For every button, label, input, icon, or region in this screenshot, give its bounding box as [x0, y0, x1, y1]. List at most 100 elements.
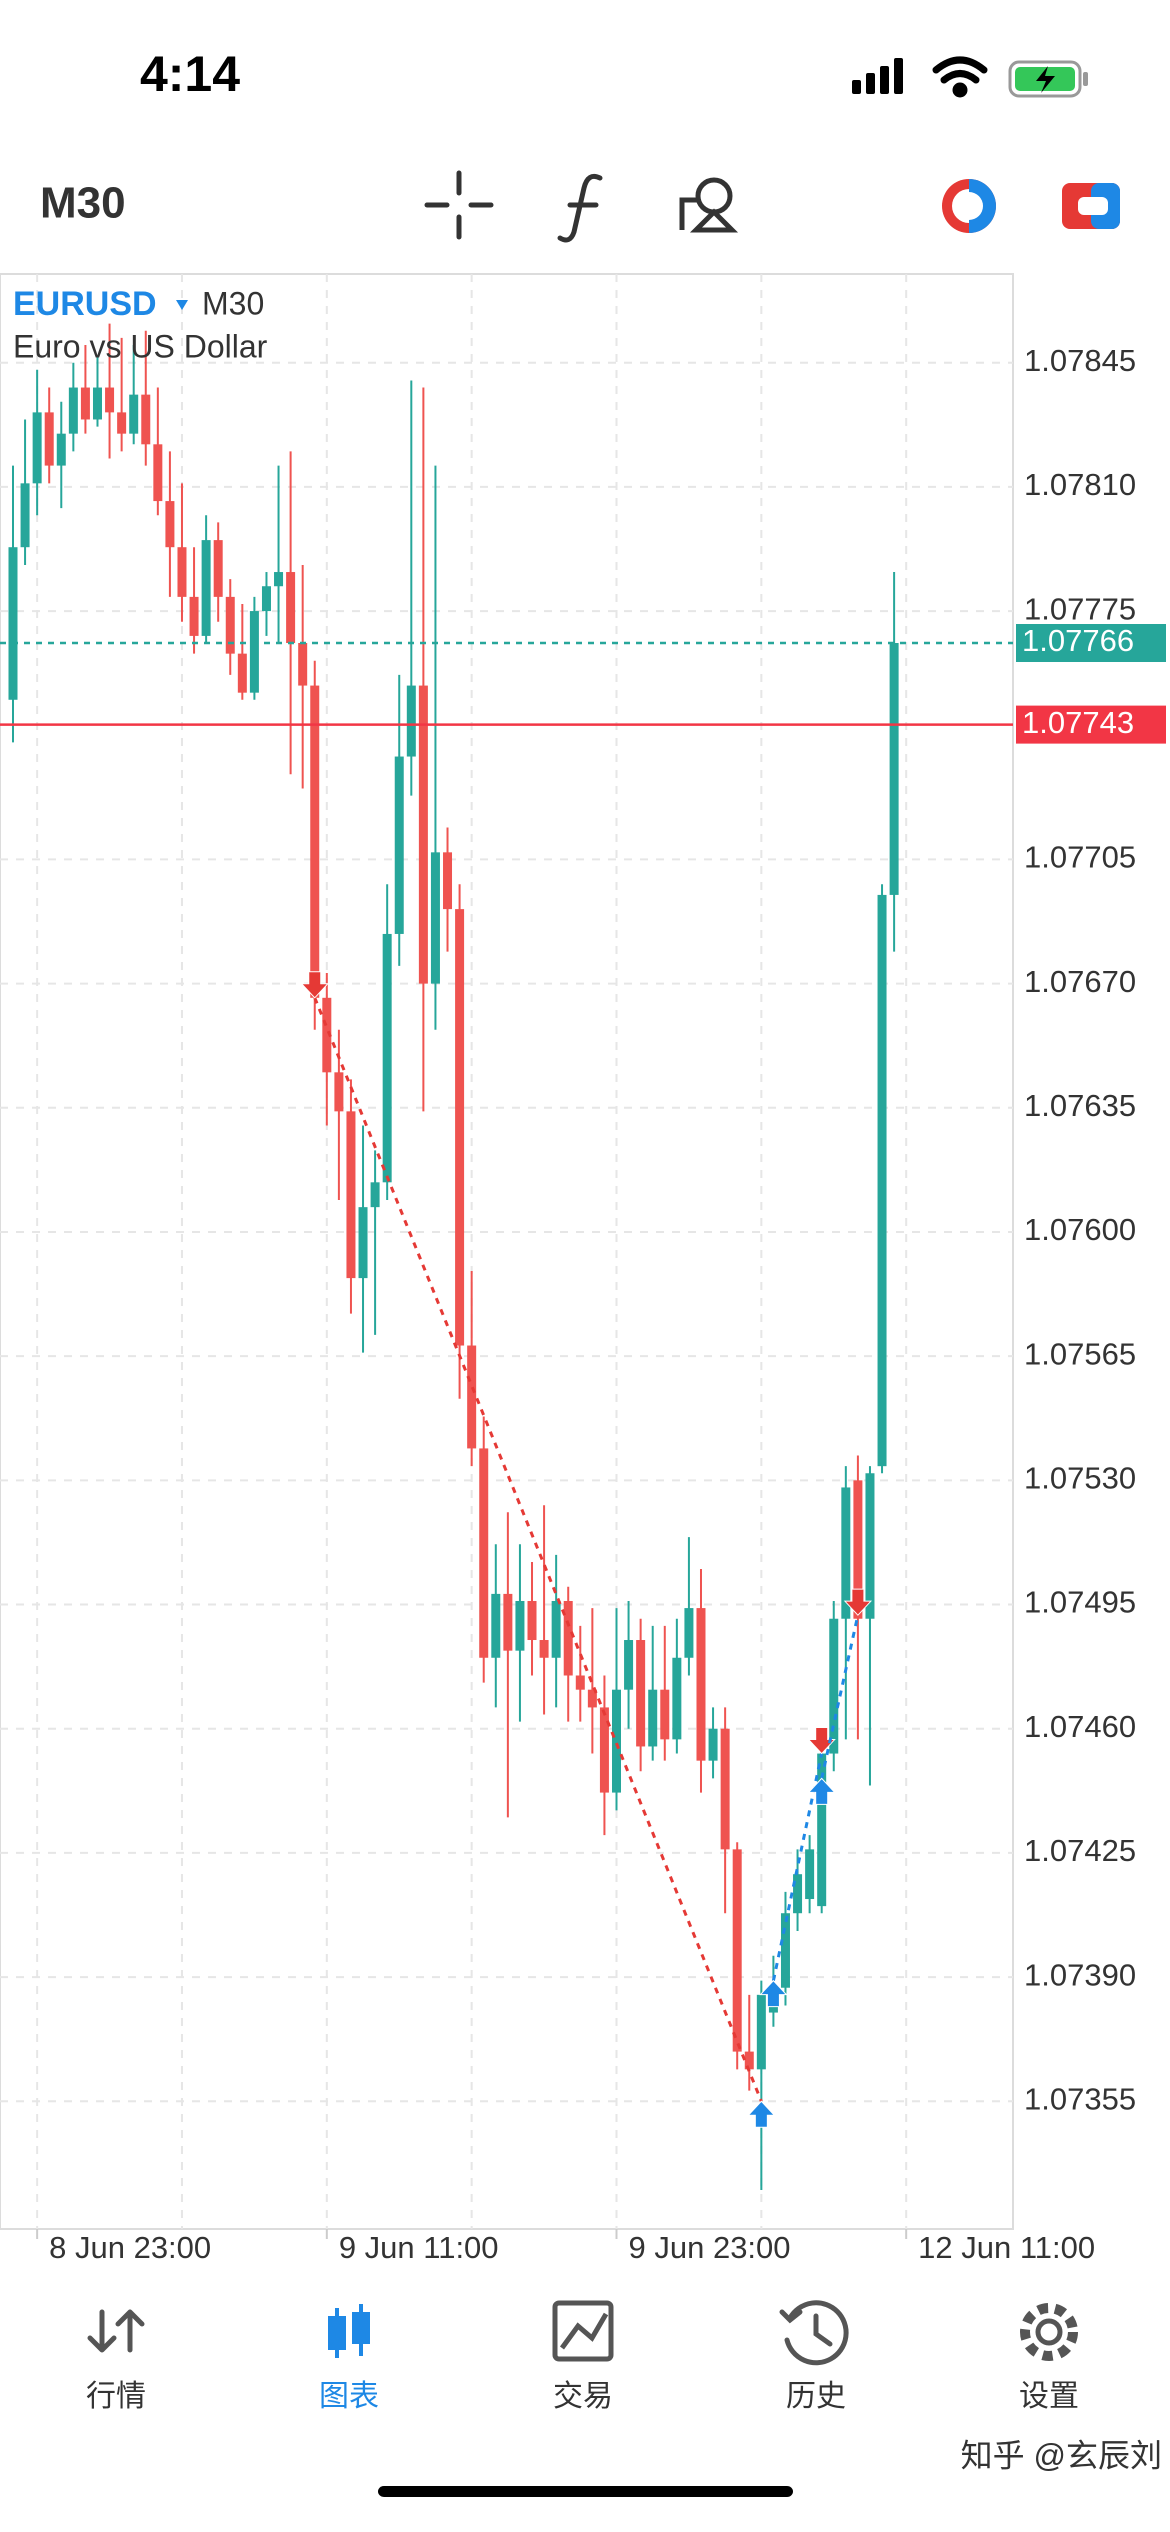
candle-body	[587, 1689, 597, 1708]
trade-arrow	[807, 1777, 836, 1805]
candle-body	[491, 1593, 501, 1658]
candle-body	[80, 387, 90, 420]
status-time: 4:14	[140, 46, 240, 102]
tab-label[interactable]: 图表	[319, 2380, 379, 2413]
tab-label[interactable]: 历史	[786, 2380, 846, 2413]
candle-body	[213, 540, 223, 597]
candle-body	[334, 1072, 344, 1112]
candle-body	[563, 1600, 573, 1676]
settings-icon[interactable]	[1020, 2303, 1078, 2361]
battery-icon	[1008, 60, 1088, 98]
chart-icon[interactable]	[328, 2304, 370, 2358]
trade-button[interactable]	[942, 179, 996, 233]
trade-arrow	[759, 1979, 788, 2008]
candle-body	[539, 1640, 549, 1658]
candle-body	[322, 997, 332, 1073]
candle-body	[358, 1207, 368, 1279]
candle-body	[56, 433, 66, 466]
tab-label[interactable]: 设置	[1019, 2380, 1079, 2413]
x-tick-label: 8 Jun 23:00	[49, 2230, 211, 2265]
symbol-description: Euro vs US Dollar	[13, 328, 268, 364]
indicator-button[interactable]	[557, 173, 603, 243]
candle-body	[8, 547, 18, 700]
candle-body	[660, 1689, 670, 1740]
candle-body	[575, 1675, 585, 1690]
trade-arrow	[807, 1727, 836, 1755]
candle-body	[780, 1913, 790, 1988]
price-label: 1.07743	[1022, 705, 1134, 740]
trade-arrow	[300, 971, 329, 999]
tab-label[interactable]: 交易	[553, 2380, 613, 2413]
toolbar-timeframe[interactable]: M30	[40, 179, 126, 228]
trade-icon[interactable]	[552, 2300, 614, 2362]
candle-body	[599, 1707, 609, 1793]
candle-body	[805, 1849, 815, 1900]
y-tick-label: 1.07635	[1024, 1088, 1136, 1123]
oneclick-button[interactable]	[1062, 183, 1120, 229]
candle-body	[696, 1608, 706, 1761]
y-tick-label: 1.07705	[1024, 840, 1136, 875]
candle-body	[527, 1600, 537, 1641]
y-tick-label: 1.07530	[1024, 1461, 1136, 1496]
candle-body	[310, 685, 320, 998]
x-tick-label: 9 Jun 11:00	[339, 2230, 499, 2265]
y-tick-label: 1.07600	[1024, 1212, 1136, 1247]
candle-body	[20, 483, 30, 548]
y-tick-label: 1.07425	[1024, 1833, 1136, 1868]
candle-body	[153, 444, 163, 502]
candle-body	[346, 1111, 356, 1279]
candle-body	[189, 596, 199, 636]
candle-body	[732, 1849, 742, 2052]
y-tick-label: 1.07460	[1024, 1709, 1136, 1744]
candle-body	[129, 394, 139, 434]
symbol[interactable]: EURUSD	[13, 285, 157, 323]
candle-body	[105, 387, 115, 413]
candle-body	[793, 1874, 803, 1914]
tab-label[interactable]: 行情	[86, 2380, 146, 2413]
crosshair-button[interactable]	[424, 170, 494, 240]
y-tick-label: 1.07775	[1024, 591, 1136, 626]
candle-body	[382, 933, 392, 1183]
y-tick-label: 1.07495	[1024, 1585, 1136, 1620]
price-label-box	[1016, 705, 1166, 744]
candle-body	[756, 1994, 766, 2070]
candle-body	[418, 685, 428, 984]
candle-body	[865, 1473, 875, 1619]
candle-body	[684, 1608, 694, 1658]
trade-arrow	[843, 1588, 873, 1616]
candle-body	[92, 387, 102, 420]
candle-body	[479, 1448, 489, 1658]
candle-body	[853, 1480, 863, 1619]
candle-body	[467, 1345, 477, 1449]
quotes-icon[interactable]	[87, 2309, 145, 2353]
symbol-dropdown[interactable]	[176, 300, 188, 310]
x-tick-label: 9 Jun 23:00	[629, 2230, 791, 2265]
home-indicator	[378, 2486, 793, 2497]
objects-button[interactable]	[679, 177, 739, 233]
candle-body	[829, 1618, 839, 1754]
candle-body	[225, 596, 235, 654]
candle-body	[817, 1753, 827, 1907]
candle-body	[624, 1640, 634, 1690]
candle-body	[68, 387, 78, 434]
candle-body	[672, 1657, 682, 1740]
y-tick-label: 1.07355	[1024, 2081, 1136, 2116]
chart-timeframe: M30	[202, 285, 264, 321]
candle-body	[370, 1182, 380, 1208]
candle-body	[648, 1689, 658, 1747]
candle-body	[455, 909, 465, 1346]
y-tick-label: 1.07810	[1024, 467, 1136, 502]
candle-body	[44, 412, 54, 466]
trade-arrow	[747, 2100, 776, 2128]
candle-body	[249, 611, 259, 693]
candle-body	[141, 394, 151, 445]
x-tick-label: 12 Jun 11:00	[918, 2230, 1095, 2265]
candle-body	[237, 653, 247, 693]
candle-body	[274, 572, 284, 587]
candle-body	[503, 1593, 513, 1651]
history-icon[interactable]	[779, 2300, 849, 2366]
candle-body	[201, 540, 211, 636]
candle-body	[841, 1487, 851, 1619]
